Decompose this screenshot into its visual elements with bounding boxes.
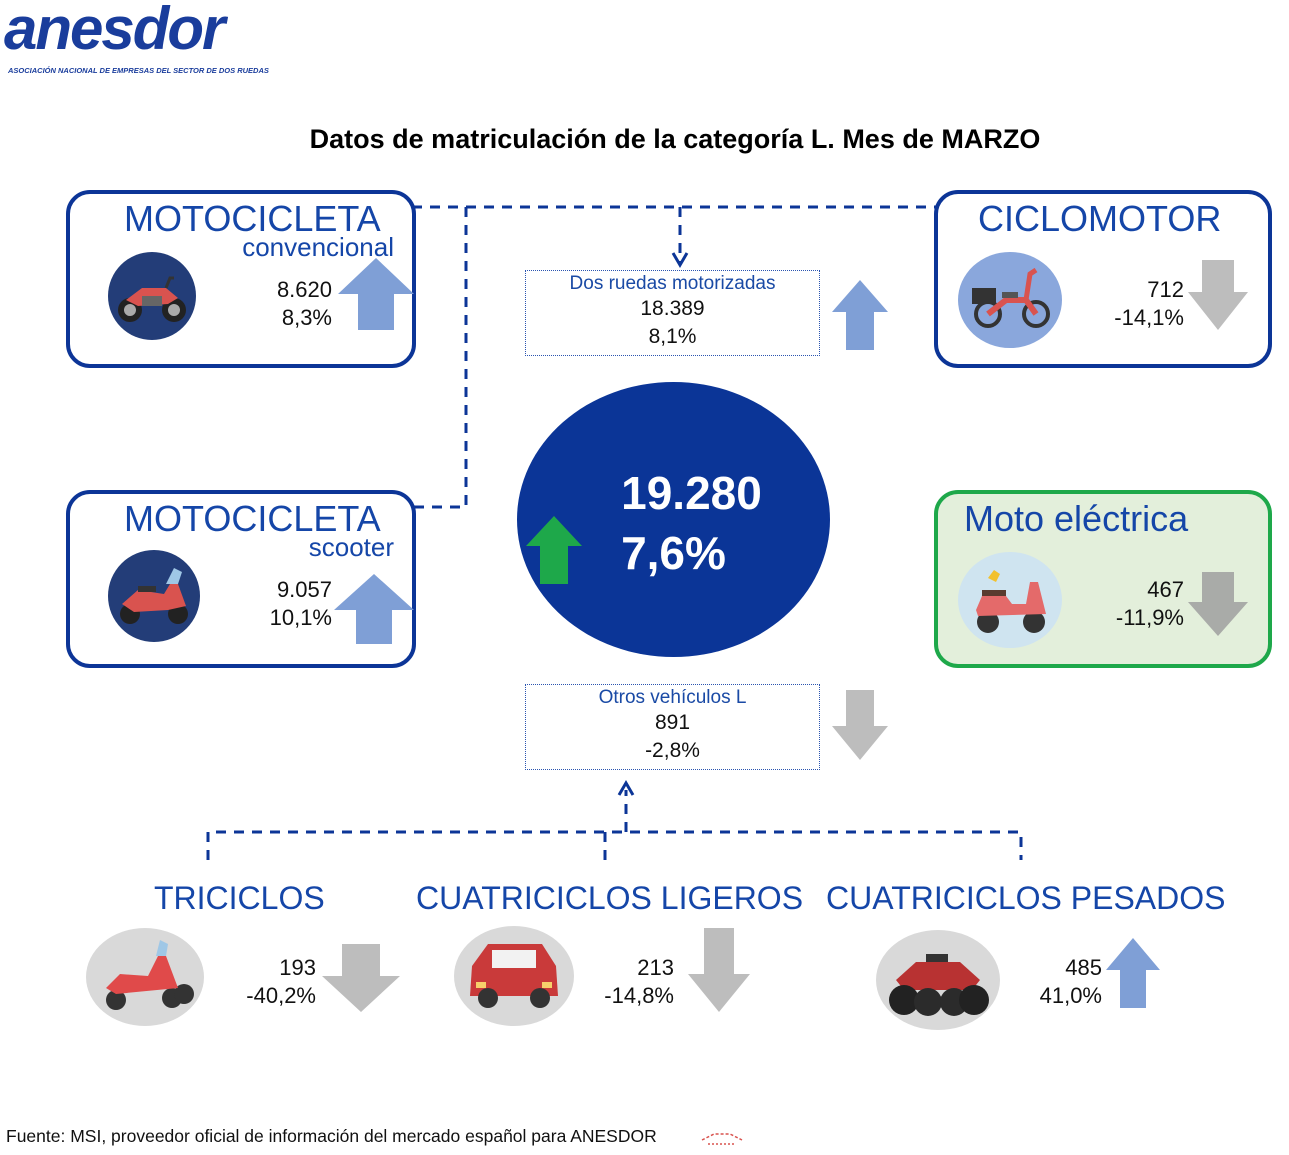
dos-ruedas-label: Dos ruedas motorizadas [569,273,776,294]
otros-change: -2,8% [645,739,700,762]
dos-ruedas-box: Dos ruedas motorizadas 18.389 8,1% [525,270,820,356]
card-title: MOTOCICLETA [124,198,381,239]
arrow-down-icon [832,690,888,760]
total-change: 7,6% [621,527,726,579]
arrow-up-green-icon [526,516,582,584]
dos-ruedas-units: 18.389 [640,297,705,320]
arrow-down-icon [688,928,750,1012]
logo-tagline: ASOCIACIÓN NACIONAL DE EMPRESAS DEL SECT… [8,66,269,75]
electric-scooter-icon [958,552,1062,648]
change-value: 8,3% [281,305,332,330]
card-ciclomotor: CICLOMOTOR 712 -14,1% [934,190,1272,368]
total-units: 19.280 [621,467,762,519]
card-title: CICLOMOTOR [978,198,1222,239]
motorcycle-icon [108,252,196,340]
cuatriciclos-pesados-title: CUATRICICLOS PESADOS [826,880,1226,916]
source-footer: Fuente: MSI, proveedor oficial de inform… [6,1126,657,1146]
otros-label: Otros vehículos L [598,687,747,708]
otros-box: Otros vehículos L 891 -2,8% [525,684,820,770]
units-value: 467 [1147,577,1184,602]
anesdor-logo: anesdor [4,0,225,62]
card-motocicleta-scooter: MOTOCICLETA scooter 9.057 10,1% [66,490,416,668]
units-value: 9.057 [276,577,332,602]
triciclos-units: 193 [279,955,316,980]
otros-units: 891 [654,711,691,734]
card-subtitle: scooter [308,532,394,562]
card-motocicleta-convencional: MOTOCICLETA convencional 8.620 8,3% [66,190,416,368]
page-title: Datos de matriculación de la categoría L… [309,124,1041,154]
units-value: 712 [1147,277,1184,302]
triciclos-change: -40,2% [246,983,316,1008]
arrow-up-icon [334,574,414,644]
quad-icon [876,930,1000,1030]
total-circle: 19.280 7,6% [517,382,830,657]
arrow-down-icon [1188,260,1248,330]
card-subtitle: convencional [242,232,394,262]
scooter-icon [108,550,200,642]
change-value: 10,1% [269,605,332,630]
card-title: MOTOCICLETA [124,498,381,539]
dos-ruedas-change: 8,1% [648,325,697,348]
cuatriciclos-pesados-units: 485 [1065,955,1102,980]
arrow-up-icon [1106,938,1160,1008]
arrow-down-icon [322,944,400,1012]
card-moto-electrica: Moto eléctrica 467 -11,9% [934,490,1272,668]
triciclos-title: TRICICLOS [154,880,325,916]
cuatriciclos-pesados-change: 41,0% [1039,983,1102,1008]
msi-logo-icon [701,1133,743,1145]
change-value: -11,9% [1115,605,1184,630]
cuatriciclos-ligeros-title: CUATRICICLOS LIGEROS [416,880,804,916]
arrow-up-icon [338,258,414,330]
cuatriciclos-ligeros-change: -14,8% [604,983,674,1008]
card-title: Moto eléctrica [964,498,1189,539]
arrow-up-icon [832,280,888,350]
cuatriciclos-ligeros-units: 213 [637,955,674,980]
moped-icon [958,252,1062,348]
trike-icon [86,928,204,1026]
change-value: -14,1% [1114,305,1184,330]
microcar-icon [454,926,574,1026]
arrow-down-icon [1188,572,1248,636]
units-value: 8.620 [276,277,332,302]
